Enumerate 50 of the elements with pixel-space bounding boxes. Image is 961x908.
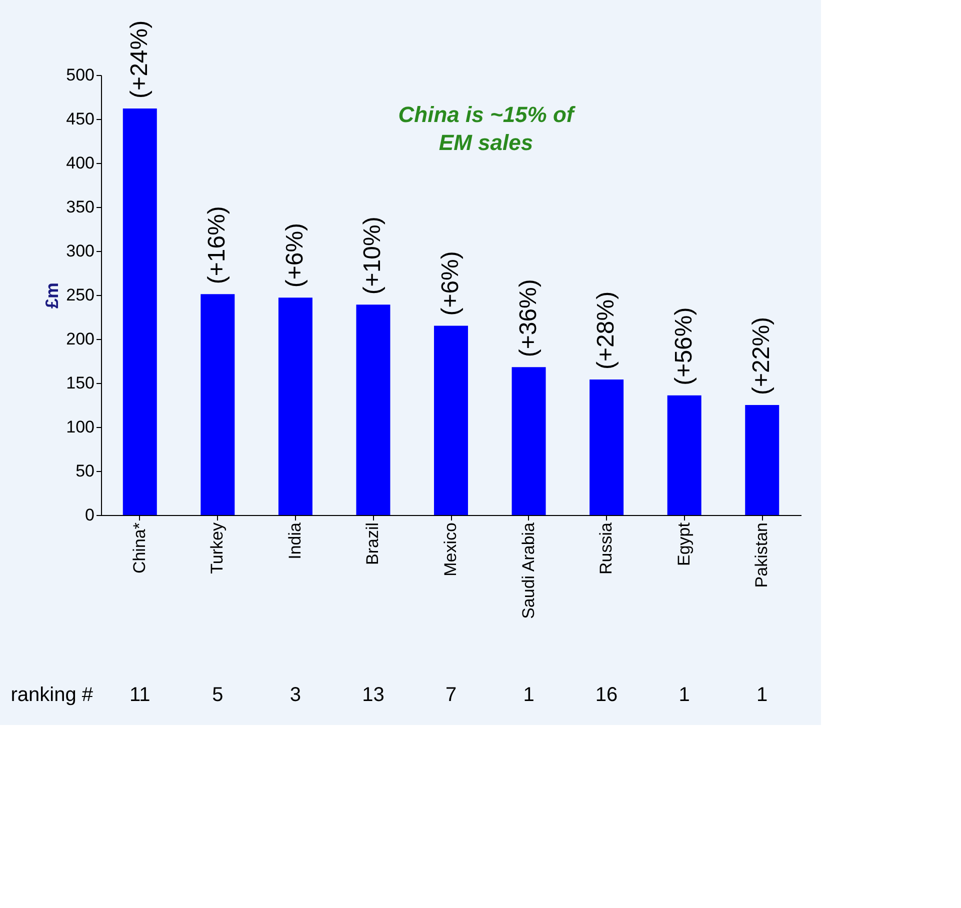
y-tick-label: 300 xyxy=(66,242,94,260)
bar xyxy=(590,379,624,515)
text: 3 xyxy=(290,684,302,706)
y-tick-label: 0 xyxy=(85,506,94,524)
annotation: (+16%) xyxy=(204,206,231,284)
y-tick-label: 500 xyxy=(66,66,94,84)
bar xyxy=(512,367,546,515)
x-tick-label: Pakistan xyxy=(752,522,772,588)
x-tick-label: Mexico xyxy=(441,522,460,576)
y-tick-label: 450 xyxy=(66,110,94,128)
y-tick-label: 350 xyxy=(66,198,94,216)
x-tick-label: Saudi Arabia xyxy=(518,522,538,619)
text: 16 xyxy=(595,684,618,706)
text: 1 xyxy=(678,684,690,706)
y-tick-label: 250 xyxy=(66,286,94,304)
annotation: (+10%) xyxy=(359,216,386,295)
x-tick-label: Brazil xyxy=(363,522,382,566)
x-tick-label: Turkey xyxy=(208,522,227,574)
text: ranking # xyxy=(10,684,94,706)
y-tick-label: 50 xyxy=(76,462,94,480)
text: 13 xyxy=(362,684,384,706)
x-tick-label: India xyxy=(285,522,304,560)
text: 7 xyxy=(445,684,457,706)
annotation: (+28%) xyxy=(592,291,620,370)
bar xyxy=(200,294,235,515)
bar xyxy=(278,298,312,515)
annotation: China is ~15% of EM sales xyxy=(398,102,576,155)
bar xyxy=(667,395,702,515)
text: 11 xyxy=(130,684,150,706)
bar xyxy=(356,304,390,515)
x-tick-label: Egypt xyxy=(674,522,694,566)
x-tick-label: China* xyxy=(130,522,149,574)
y-tick-label: 100 xyxy=(66,418,94,436)
y-tick-label: 200 xyxy=(66,330,94,348)
annotation: (+6%) xyxy=(281,222,308,288)
bar xyxy=(122,108,157,515)
text: 1 xyxy=(756,684,768,706)
annotation: (+6%) xyxy=(437,251,464,316)
annotation: (+22%) xyxy=(748,316,776,395)
text: 5 xyxy=(212,684,224,706)
annotation: (+36%) xyxy=(514,279,542,358)
x-tick-label: Russia xyxy=(596,522,616,574)
y-tick-label: 150 xyxy=(66,374,94,392)
bar xyxy=(745,405,780,515)
annotation: (+24%) xyxy=(126,20,153,98)
annotation: (+56%) xyxy=(670,307,698,386)
text: 1 xyxy=(523,684,534,706)
bar xyxy=(434,326,468,515)
y-tick-label: 400 xyxy=(66,154,94,172)
y-axis-title: £m xyxy=(42,282,62,309)
